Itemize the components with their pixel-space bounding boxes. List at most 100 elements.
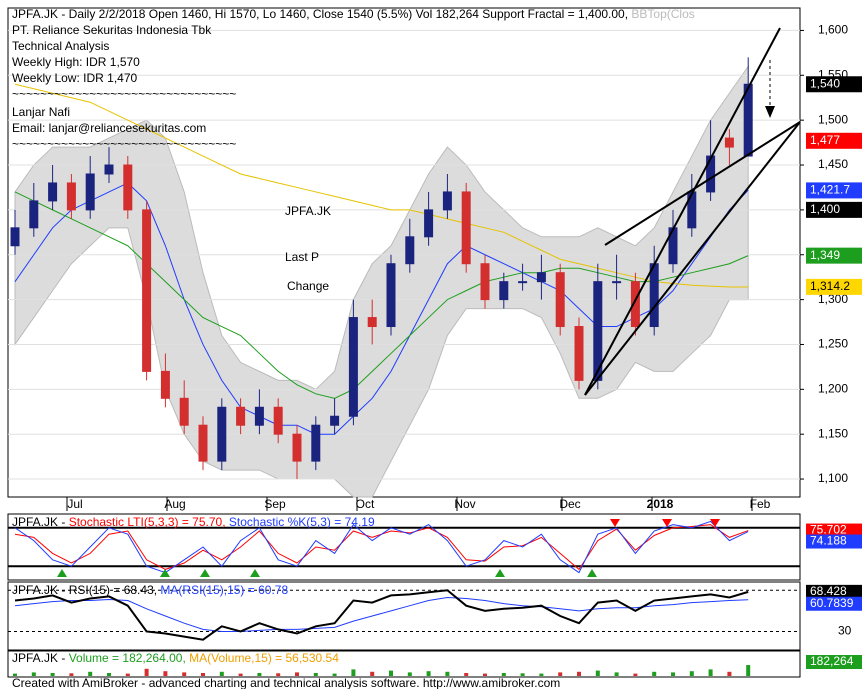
price-badge-label: 1,421.7 — [810, 183, 850, 197]
volume-bar — [351, 669, 356, 676]
x-tick-label: Aug — [164, 497, 185, 511]
volume-bar — [577, 671, 581, 676]
header-text: JPFA.JK - Daily 2/2/2018 Open 1460, Hi 1… — [12, 7, 631, 21]
value-badge-label: 75.702 — [810, 523, 847, 537]
panel-title: JPFA.JK - Stochastic LTI(5,3,3) = 75.70,… — [12, 515, 375, 529]
x-tick-label: Sep — [264, 497, 286, 511]
volume-bar — [238, 673, 243, 676]
panel-frame — [7, 650, 801, 678]
candle-body — [724, 137, 734, 148]
trend-line — [604, 121, 801, 246]
panel-frame — [7, 7, 801, 498]
value-badge-label: 68.428 — [810, 584, 847, 598]
panel-title-part: MA(Volume,15) = 56,530.54 — [189, 651, 339, 665]
panel-frame — [7, 513, 801, 581]
trend-line — [584, 27, 781, 396]
x-tick-label: Feb — [750, 497, 771, 511]
volume-bar — [31, 672, 36, 676]
volume-bar — [88, 671, 93, 676]
buy-signal — [160, 569, 170, 577]
volume-bar — [464, 673, 469, 676]
candle-body — [104, 164, 114, 175]
candle-body — [442, 191, 452, 211]
price-badge-label: 1,314.2 — [810, 279, 850, 293]
candle-body — [273, 406, 283, 435]
volume-bar — [332, 673, 337, 676]
candle-body — [405, 236, 415, 265]
candle-body — [348, 317, 358, 417]
moving-average — [14, 182, 749, 435]
candle-body — [198, 424, 208, 462]
candle-body — [612, 281, 622, 284]
sell-signal — [662, 519, 672, 527]
candle-body — [48, 182, 58, 202]
watermark: Last P — [285, 250, 319, 264]
price-badge — [806, 278, 862, 295]
candle-body — [292, 433, 302, 462]
header-line: Technical Analysis — [12, 39, 109, 53]
candle-body — [142, 209, 152, 372]
y-tick-label: 1,150 — [818, 426, 848, 440]
volume-bar — [445, 671, 450, 676]
volume-bar — [708, 669, 713, 676]
y-tick-label: 1,300 — [818, 292, 848, 306]
volume-bar — [50, 673, 55, 676]
value-badge — [806, 655, 862, 669]
rsi-line — [14, 589, 749, 641]
candle-body — [311, 424, 321, 462]
header-line: PT. Reliance Sekuritas Indonesia Tbk — [12, 23, 212, 37]
value-badge-label: 74.188 — [810, 534, 847, 548]
value-badge — [806, 584, 862, 599]
volume-bar — [671, 672, 675, 676]
volume-bar — [633, 673, 638, 676]
candle-body — [66, 182, 76, 211]
header-line: JPFA.JK - Daily 2/2/2018 Open 1460, Hi 1… — [12, 7, 695, 21]
header-faded: BBTop(Clos — [631, 7, 694, 21]
footer: Created with AmiBroker - advanced charti… — [12, 676, 560, 689]
candle-body — [330, 415, 340, 426]
volume-bar — [182, 672, 187, 676]
candle-body — [555, 272, 565, 328]
value-badge-label: 60.7839 — [810, 596, 854, 610]
header-line: Weekly Low: IDR 1,470 — [12, 71, 137, 85]
y-tick-label: 1,500 — [818, 112, 848, 126]
price-badge — [806, 201, 862, 218]
price-badge — [806, 247, 862, 264]
sell-signal — [710, 519, 720, 527]
volume-bar — [163, 671, 168, 676]
volume-bar — [746, 665, 751, 676]
candle-body — [480, 263, 490, 301]
x-tick-label: Oct — [356, 497, 375, 511]
panel-title-part: JPFA.JK - — [12, 651, 69, 665]
panel-title: JPFA.JK - Volume = 182,264.00, MA(Volume… — [12, 651, 339, 665]
candle-body — [574, 326, 584, 381]
panel-title-part: Stochastic LTI(5,3,3) = 75.70, — [69, 515, 229, 529]
candle-body — [706, 155, 716, 193]
buy-signal — [495, 569, 505, 577]
annotation-arrow-head — [765, 106, 775, 118]
header-line: ~~~~~~~~~~~~~~~~~~~~~~~~~~~~~~~~ — [12, 87, 236, 101]
volume-bar — [313, 673, 318, 676]
volume-bar — [69, 673, 74, 676]
candle-body — [743, 83, 753, 157]
panel-title-part: MA(RSI(15),15) = 60.78 — [160, 583, 288, 597]
volume-bar — [539, 673, 544, 676]
moving-average — [14, 83, 749, 288]
panel-title-part: JPFA.JK - — [12, 515, 69, 529]
buy-signal — [200, 569, 210, 577]
y-tick-label: 1,600 — [818, 23, 848, 37]
candle-body — [518, 281, 528, 284]
volume-bar — [295, 672, 299, 676]
header-line: ~~~~~~~~~~~~~~~~~~~~~~~~~~~~~~~~ — [12, 137, 236, 151]
price-badge-label: 1,540 — [810, 76, 840, 90]
panel-frame — [7, 581, 801, 651]
value-badge — [806, 523, 862, 538]
candle-body — [386, 263, 396, 328]
volume-bar — [219, 671, 224, 676]
y-tick-label: 1,450 — [818, 157, 848, 171]
x-tick-label: Jul — [67, 497, 82, 511]
candle-body — [499, 281, 509, 301]
x-tick-label: Dec — [559, 497, 580, 511]
candle-body — [85, 173, 95, 211]
